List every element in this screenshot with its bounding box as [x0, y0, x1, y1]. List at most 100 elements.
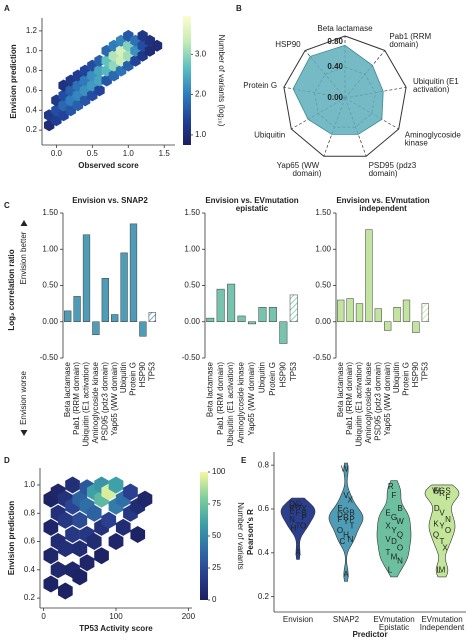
hex-cell [137, 490, 153, 508]
y-tick-label: 0.6 [24, 537, 36, 546]
y-axis-label: Log₂ correlation ratio [7, 249, 16, 330]
bar [129, 223, 138, 322]
y-tick-label: 0.50 [42, 281, 58, 290]
bar [279, 321, 288, 344]
hex-cell [65, 476, 80, 494]
bar [337, 299, 345, 322]
x-tick-label: Protein G [268, 362, 277, 396]
hex-cell [58, 511, 73, 529]
x-tick-label: 0.0 [51, 149, 63, 158]
hex-cell [94, 547, 109, 565]
y-axis-label: Envision prediction [7, 501, 16, 575]
point-label: W [294, 502, 302, 511]
label-line: Ubiquitin (E1 [413, 77, 461, 86]
bar [346, 298, 354, 322]
radar-tick-label: 0.80 [327, 37, 343, 46]
point-label: Y [391, 526, 397, 535]
point-label: Y [301, 504, 307, 513]
x-tick-label: Yap65 (WW domain) [110, 362, 119, 436]
point-label: R [343, 513, 349, 522]
y-tick-label: 1.00 [184, 244, 200, 253]
point-label: F [392, 491, 397, 500]
x-tick-label: Ubiquitin [119, 362, 128, 393]
point-label: B [349, 508, 354, 517]
point-label: O [337, 526, 343, 535]
x-tick-label: Aminoglycoside kinase [91, 361, 100, 443]
y-tick-label: 0.2 [24, 593, 36, 602]
x-tick-label: Ubiquitin [392, 362, 401, 393]
y-tick-label: -0.50 [182, 353, 201, 362]
x-tick-label: EVmutation [373, 615, 414, 624]
bar [289, 294, 298, 322]
radar-category-label: Beta lactamase [317, 24, 373, 33]
x-tick-label: Yap65 (WW domain) [247, 362, 256, 436]
point-label: P [301, 513, 306, 522]
colorbar-tick-label: 25 [212, 563, 221, 572]
violin [280, 497, 316, 560]
point-label: D [337, 511, 343, 520]
bar [227, 283, 236, 322]
radar-tick-label: 0.00 [327, 93, 343, 102]
label-line: PSD95 (pdz3 [369, 161, 419, 170]
y-tick-label: 1.50 [42, 208, 58, 217]
x-tick-label: 1.0 [123, 149, 135, 158]
y-tick-label: 0.4 [258, 548, 270, 557]
point-label: X [348, 495, 354, 504]
bar [64, 310, 72, 322]
point-label: H [291, 524, 297, 533]
panel-label: B [236, 4, 242, 13]
bar [268, 307, 277, 322]
hex-cell [43, 575, 59, 593]
radar-category-label: PSD95 (pdz3 domain) [369, 161, 419, 178]
bar [73, 296, 81, 322]
point-label: S [445, 487, 450, 496]
chart-subtitle: epistatic [236, 204, 269, 213]
radar-category-label: Ubiquitin [254, 131, 285, 140]
colorbar-tick-label: 100 [212, 467, 226, 476]
colorbar-tick-label: 50 [212, 531, 221, 540]
colorbar-label: Number of variants (log₁₀) [217, 35, 226, 127]
x-tick-label: HSP90 [138, 361, 147, 387]
label-line: kinase [405, 139, 429, 148]
hex-cell [86, 504, 102, 522]
point-label: F [296, 508, 301, 517]
hex-cell [115, 518, 131, 536]
y-tick-label: 1.0 [26, 46, 38, 55]
x-tick-label: Pab1 (RRM domain) [216, 362, 225, 435]
point-label: O [445, 526, 451, 535]
radar-category-label: Pab1 (RRM domain) [389, 32, 433, 49]
x-tick-label: Ubiquitin [258, 362, 267, 393]
y-tick-label: 0.00 [315, 317, 331, 326]
point-label: Y [439, 522, 445, 531]
y-tick-label: 1.2 [26, 26, 38, 35]
arrow-up [20, 220, 28, 226]
point-label: D [434, 504, 440, 513]
y-tick-label: 0.50 [184, 281, 200, 290]
point-label: P [349, 515, 354, 524]
radar-category-label: Ubiquitin (E1 activation) [413, 77, 461, 94]
bar [139, 321, 147, 337]
hex-cell [108, 533, 124, 550]
point-label: E [433, 487, 438, 496]
point-label: F [446, 493, 451, 502]
bar [206, 317, 215, 322]
hex-cell [130, 526, 146, 543]
x-tick-label: TP53 [420, 361, 429, 381]
bar [374, 308, 382, 323]
colorbar [200, 472, 208, 600]
hex-cell [123, 483, 138, 501]
x-tick-label: 0 [41, 612, 46, 621]
x-tick-label: TP53 [147, 361, 156, 381]
label-line: Ubiquitin [254, 131, 285, 140]
bar [216, 288, 225, 322]
point-label: N [445, 515, 451, 524]
point-label: C [339, 537, 345, 546]
bar [258, 307, 267, 322]
radar-category-label: Protein G [243, 81, 277, 90]
x-tick-sublabel: Epistatic [379, 623, 409, 632]
label-line: Protein G [243, 81, 277, 90]
x-tick-label: Aminoglycoside kinase [237, 361, 246, 443]
bar [237, 315, 246, 323]
hex-cell [151, 39, 163, 52]
